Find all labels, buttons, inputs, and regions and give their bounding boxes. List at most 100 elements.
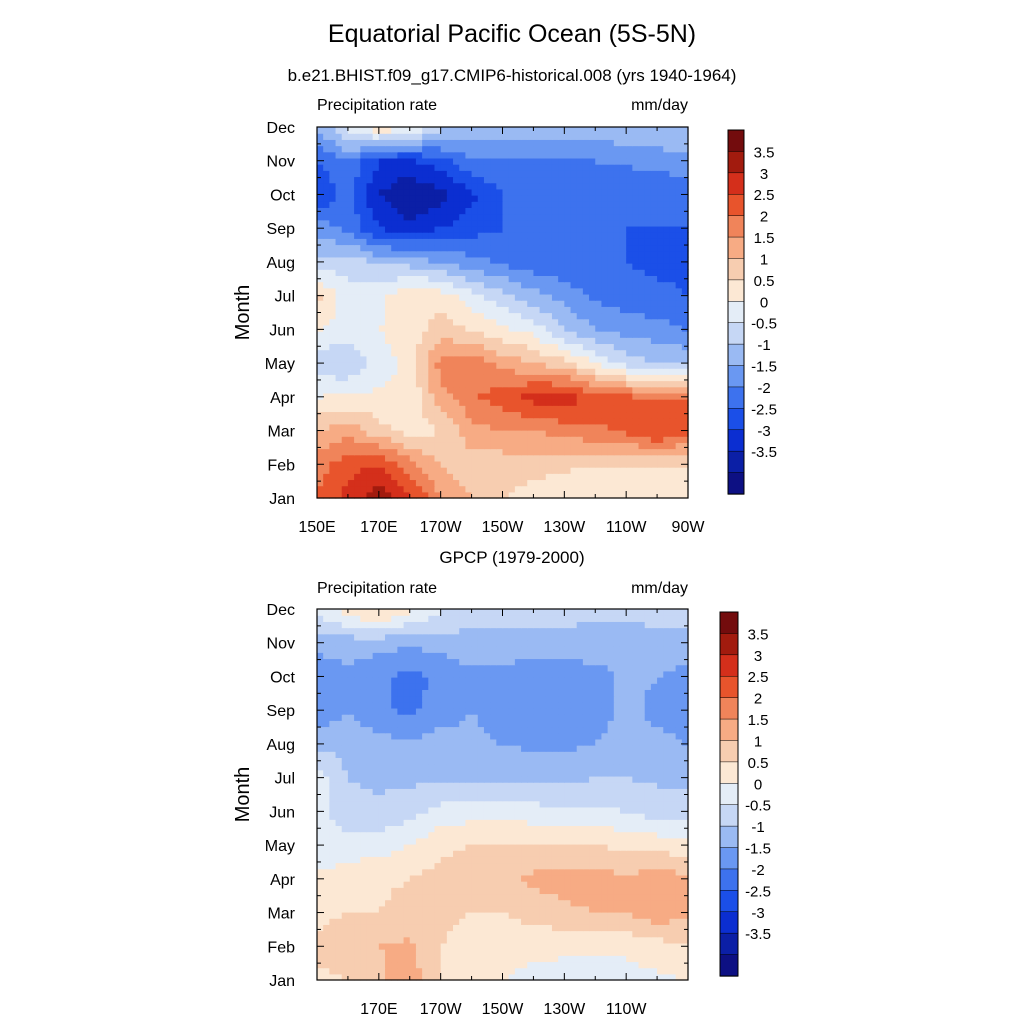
heatmap-cell xyxy=(521,423,528,431)
heatmap-cell xyxy=(582,436,590,443)
heatmap-cell xyxy=(329,281,337,289)
heatmap-cell xyxy=(415,936,423,944)
heatmap-cell xyxy=(551,918,559,925)
heatmap-cell xyxy=(663,442,671,450)
heatmap-cell xyxy=(650,275,658,283)
heatmap-cell xyxy=(471,225,479,233)
heatmap-cell xyxy=(496,386,504,394)
heatmap-cell xyxy=(403,942,411,950)
heatmap-cell xyxy=(508,961,516,969)
heatmap-cell xyxy=(663,448,671,456)
heatmap-cell xyxy=(372,182,380,190)
heatmap-cell xyxy=(428,442,436,450)
heatmap-cell xyxy=(446,955,454,963)
heatmap-cell xyxy=(453,188,460,196)
heatmap-cell xyxy=(403,256,411,264)
heatmap-cell xyxy=(385,936,392,944)
heatmap-cell xyxy=(329,275,337,283)
heatmap-cell xyxy=(502,899,510,907)
heatmap-cell xyxy=(471,955,479,963)
heatmap-cell xyxy=(638,881,646,888)
heatmap-cell xyxy=(366,293,374,301)
heatmap-cell xyxy=(545,942,553,950)
heatmap-cell xyxy=(508,436,516,443)
heatmap-cell xyxy=(558,386,565,394)
heatmap-cell xyxy=(558,269,565,276)
heatmap-cell xyxy=(483,918,491,925)
heatmap-cell xyxy=(409,399,417,406)
heatmap-cell xyxy=(638,157,646,165)
heatmap-cell xyxy=(471,918,479,925)
heatmap-cell xyxy=(607,887,615,895)
heatmap-cell xyxy=(626,324,633,332)
heatmap-cell xyxy=(403,139,411,147)
heatmap-cell xyxy=(496,312,504,320)
heatmap-cell xyxy=(335,343,343,351)
heatmap-cell xyxy=(496,868,504,876)
heatmap-cell xyxy=(329,973,337,981)
heatmap-cell xyxy=(366,318,374,326)
heatmap-cell xyxy=(632,127,640,134)
heatmap-cell xyxy=(317,429,324,437)
heatmap-cell xyxy=(378,850,386,857)
heatmap-cell xyxy=(601,127,609,134)
heatmap-cell xyxy=(409,386,417,394)
heatmap-cell xyxy=(650,899,658,907)
heatmap-cell xyxy=(514,269,522,276)
heatmap-cell xyxy=(323,423,330,431)
heatmap-cell xyxy=(409,893,417,901)
heatmap-cell xyxy=(545,287,553,295)
heatmap-cell xyxy=(650,485,658,493)
heatmap-cell xyxy=(403,287,411,295)
heatmap-cell xyxy=(459,448,466,456)
heatmap-cell xyxy=(366,349,374,357)
heatmap-cell xyxy=(508,244,516,252)
heatmap-cell xyxy=(514,942,522,950)
heatmap-cell xyxy=(576,479,584,487)
heatmap-cell xyxy=(391,850,398,857)
heatmap-cell xyxy=(403,207,411,215)
heatmap-cell xyxy=(539,850,547,857)
heatmap-cell xyxy=(335,850,343,857)
heatmap-cell xyxy=(453,899,460,907)
heatmap-cell xyxy=(409,219,417,227)
heatmap-cell xyxy=(502,967,510,975)
heatmap-cell xyxy=(465,263,473,270)
heatmap-cell xyxy=(341,300,349,307)
heatmap-cell xyxy=(422,862,429,870)
heatmap-cell xyxy=(403,349,411,357)
heatmap-cell xyxy=(619,417,627,425)
heatmap-cell xyxy=(496,905,504,913)
heatmap-cell xyxy=(317,436,324,443)
heatmap-cell xyxy=(434,436,442,443)
heatmap-cell xyxy=(663,287,671,295)
heatmap-cell xyxy=(391,485,398,493)
heatmap-cell xyxy=(558,337,565,345)
heatmap-cell xyxy=(681,887,689,895)
heatmap-cell xyxy=(681,856,689,864)
heatmap-cell xyxy=(490,436,497,443)
heatmap-cell xyxy=(669,423,677,431)
heatmap-cell xyxy=(650,127,658,134)
heatmap-cell xyxy=(372,460,380,468)
heatmap-cell xyxy=(360,195,368,202)
heatmap-cell xyxy=(582,442,590,450)
heatmap-cell xyxy=(434,423,442,431)
heatmap-cell xyxy=(434,467,442,474)
heatmap-cell xyxy=(619,349,627,357)
colorbar-label: 0 xyxy=(760,294,768,311)
heatmap-cell xyxy=(490,238,497,246)
heatmap-cell xyxy=(582,306,590,314)
heatmap-cell xyxy=(378,429,386,437)
heatmap-cell xyxy=(527,423,535,431)
heatmap-cell xyxy=(477,411,485,419)
heatmap-cell xyxy=(422,924,429,932)
heatmap-cell xyxy=(595,491,603,499)
heatmap-cell xyxy=(576,182,584,190)
heatmap-cell xyxy=(521,170,528,178)
heatmap-cell xyxy=(409,918,417,925)
heatmap-cell xyxy=(619,893,627,901)
heatmap-cell xyxy=(415,182,423,190)
heatmap-cell xyxy=(453,250,460,258)
heatmap-cell xyxy=(663,850,671,857)
